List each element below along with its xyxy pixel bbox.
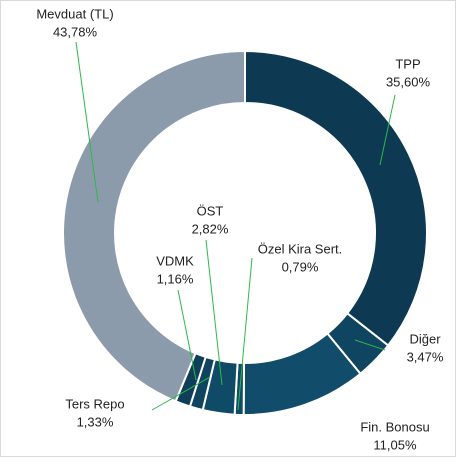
- value-label: 0,79%: [282, 259, 319, 274]
- leader-line: [237, 257, 253, 411]
- leader-line: [75, 41, 99, 203]
- slice-label: Fin. Bonosu: [360, 419, 429, 434]
- donut-slice: [62, 49, 246, 403]
- slice-label: VDMK: [156, 253, 194, 268]
- value-label: 1,33%: [77, 414, 114, 429]
- slice-label: ÖST: [197, 203, 224, 218]
- value-label: 11,05%: [373, 437, 417, 452]
- value-label: 43,78%: [53, 24, 98, 39]
- leader-line: [354, 339, 386, 351]
- slice-label: Mevduat (TL): [36, 6, 113, 21]
- leader-line: [379, 94, 396, 166]
- leader-line: [177, 289, 197, 381]
- value-label: 3,47%: [407, 349, 444, 364]
- leader-line: [151, 376, 211, 411]
- value-label: 2,82%: [192, 221, 229, 236]
- donut-slice: [244, 49, 428, 347]
- slice-label: Özel Kira Sert.: [258, 241, 343, 256]
- leader-line: [205, 239, 223, 386]
- value-label: 1,16%: [157, 271, 194, 286]
- slice-label: TPP: [395, 56, 420, 71]
- slice-label: Ters Repo: [65, 396, 124, 411]
- value-label: 35,60%: [386, 74, 431, 89]
- slice-label: Diğer: [409, 331, 441, 346]
